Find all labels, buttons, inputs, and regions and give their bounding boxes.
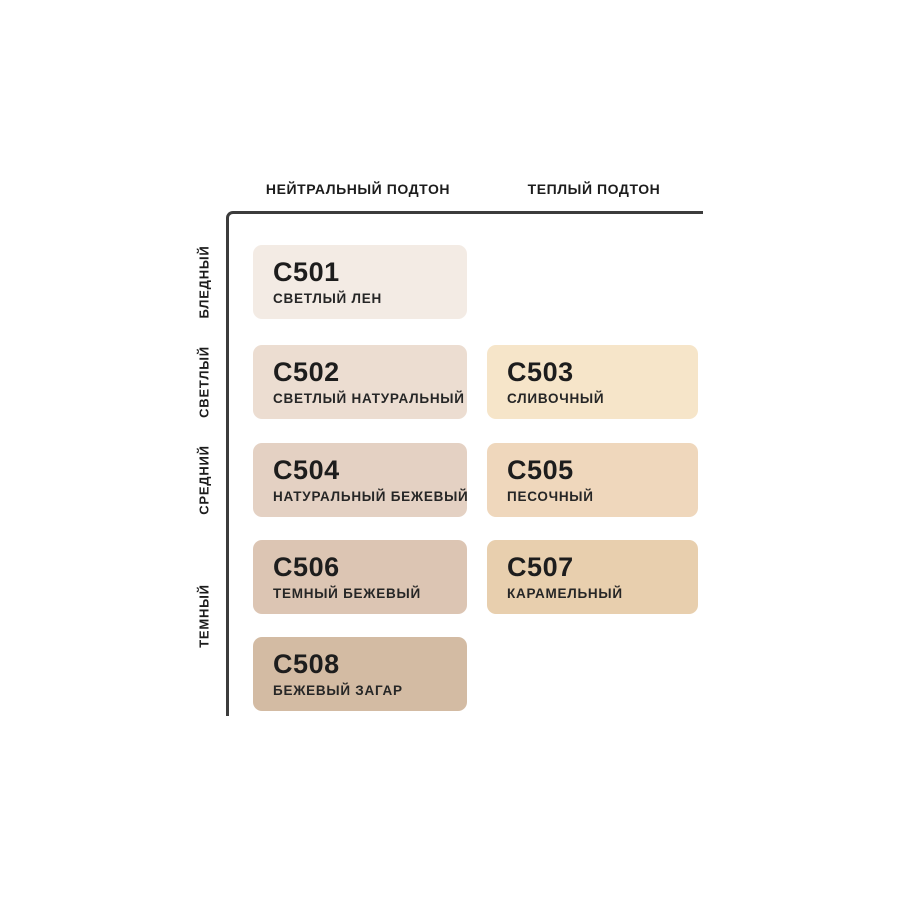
row-label-pale: БЛЕДНЫЙ xyxy=(196,245,212,319)
swatch-c505: C505 ПЕСОЧНЫЙ xyxy=(487,443,698,517)
swatch-c501: C501 СВЕТЛЫЙ ЛЕН xyxy=(253,245,467,319)
column-header-warm-undertone: ТЕПЛЫЙ ПОДТОН xyxy=(527,181,661,197)
swatch-c507: C507 КАРАМЕЛЬНЫЙ xyxy=(487,540,698,614)
swatch-code: C501 xyxy=(273,256,340,287)
swatch-code: C503 xyxy=(507,356,574,387)
swatch-name: ПЕСОЧНЫЙ xyxy=(507,488,594,504)
swatch-code: C504 xyxy=(273,454,340,485)
swatch-c502: C502 СВЕТЛЫЙ НАТУРАЛЬНЫЙ xyxy=(253,345,467,419)
swatch-name: СЛИВОЧНЫЙ xyxy=(507,390,605,406)
swatch-code: C507 xyxy=(507,551,574,582)
swatch-c503: C503 СЛИВОЧНЫЙ xyxy=(487,345,698,419)
swatch-name: БЕЖЕВЫЙ ЗАГАР xyxy=(273,682,403,698)
swatch-c508: C508 БЕЖЕВЫЙ ЗАГАР xyxy=(253,637,467,711)
swatch-name: СВЕТЛЫЙ ЛЕН xyxy=(273,290,382,306)
swatch-code: C502 xyxy=(273,356,340,387)
swatch-name: СВЕТЛЫЙ НАТУРАЛЬНЫЙ xyxy=(273,390,465,406)
row-label-medium: СРЕДНИЙ xyxy=(196,445,212,515)
swatch-name: КАРАМЕЛЬНЫЙ xyxy=(507,585,623,601)
swatch-name: НАТУРАЛЬНЫЙ БЕЖЕВЫЙ xyxy=(273,488,469,504)
swatch-c506: C506 ТЕМНЫЙ БЕЖЕВЫЙ xyxy=(253,540,467,614)
row-label-light: СВЕТЛЫЙ xyxy=(196,346,212,418)
swatch-code: C506 xyxy=(273,551,340,582)
column-header-neutral-undertone: НЕЙТРАЛЬНЫЙ ПОДТОН xyxy=(265,181,451,197)
axis-line xyxy=(226,211,703,716)
swatch-c504: C504 НАТУРАЛЬНЫЙ БЕЖЕВЫЙ xyxy=(253,443,469,517)
swatch-code: C508 xyxy=(273,648,340,679)
swatch-name: ТЕМНЫЙ БЕЖЕВЫЙ xyxy=(273,585,421,601)
row-label-dark: ТЕМНЫЙ xyxy=(196,584,212,648)
swatch-code: C505 xyxy=(507,454,574,485)
